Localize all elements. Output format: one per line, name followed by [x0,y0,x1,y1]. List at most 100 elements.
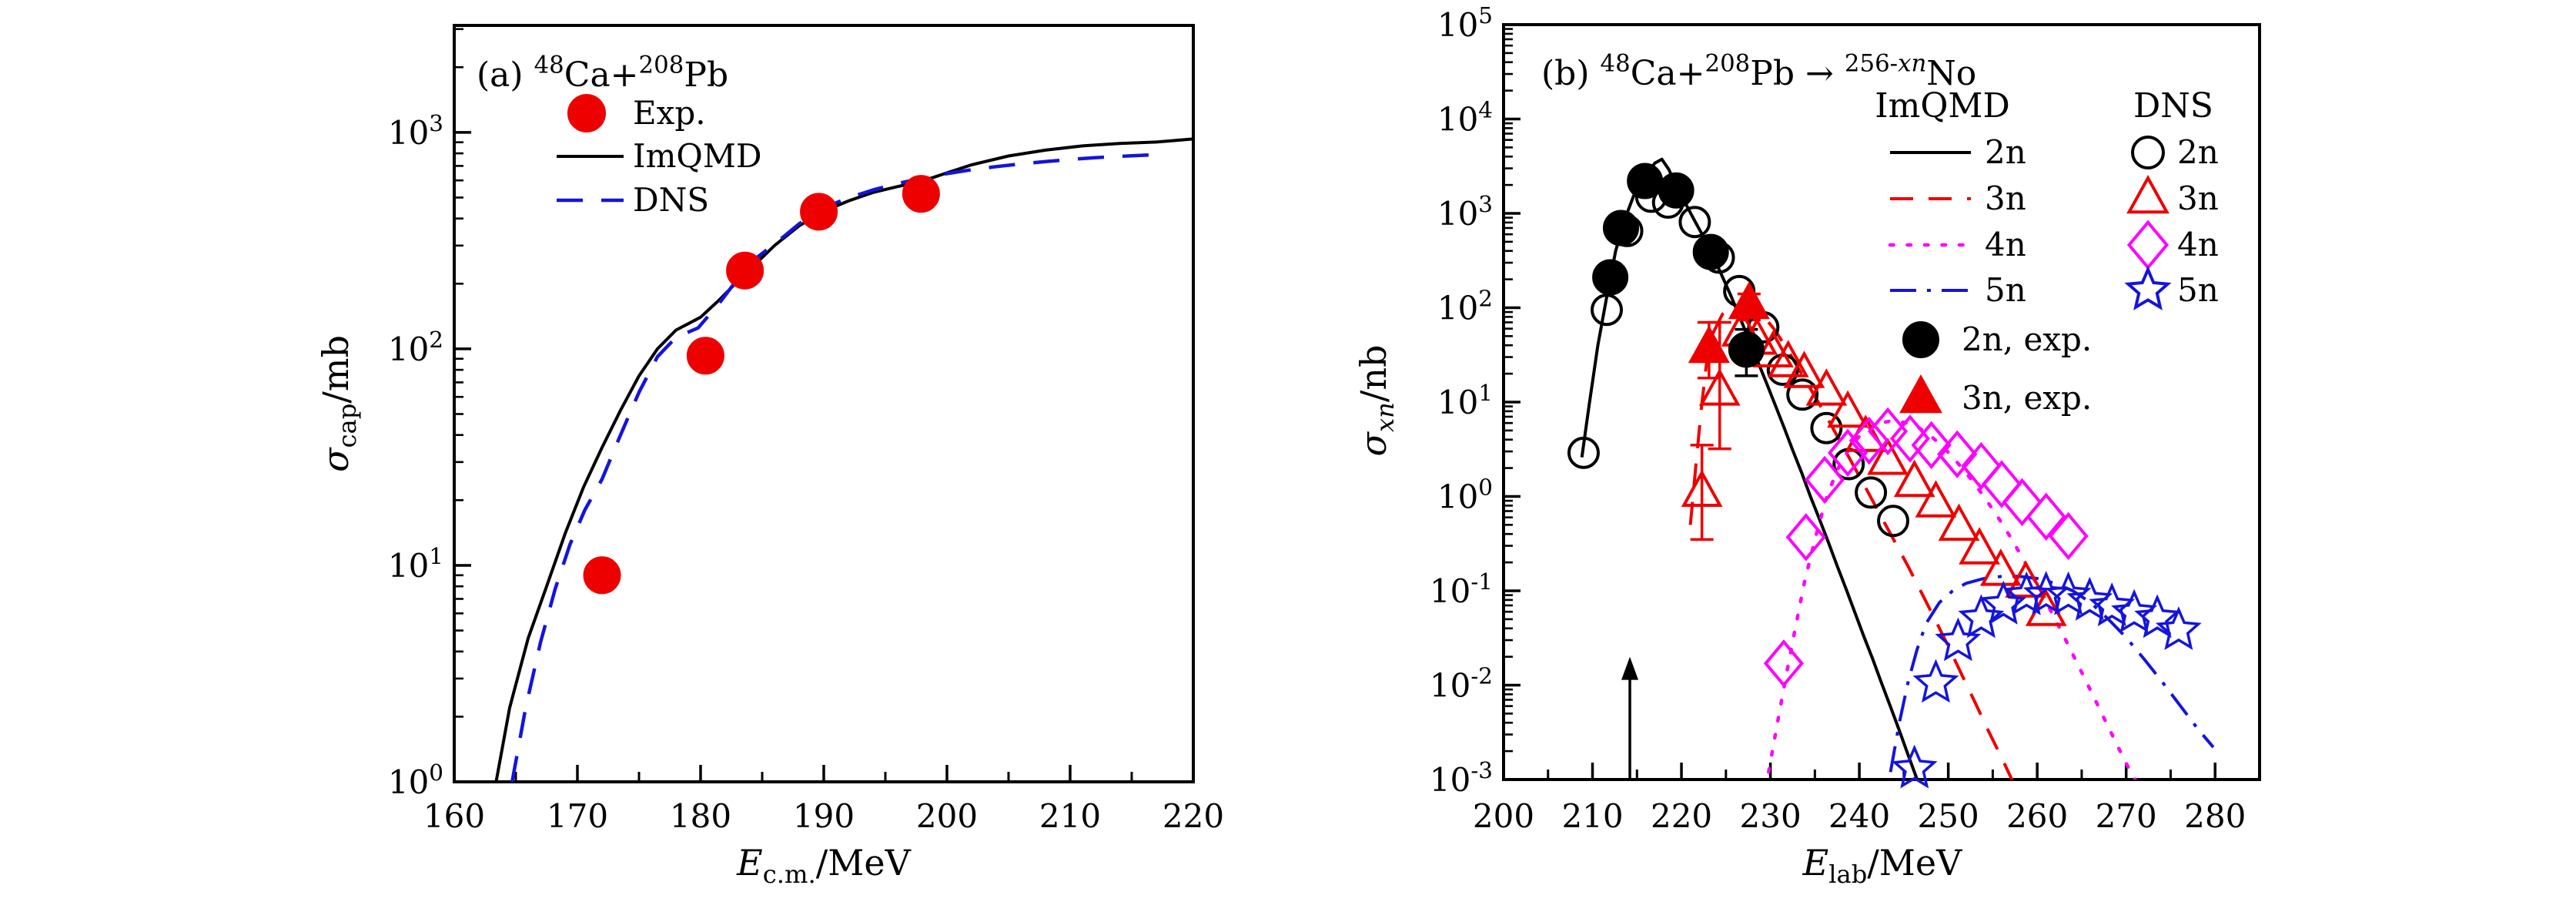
x-tick-label: 160 [423,797,485,835]
diamond-marker [2002,478,2042,527]
star-marker [2111,588,2158,633]
circle-marker [1591,293,1624,327]
circle-marker [1567,436,1600,469]
triangle-marker [1805,368,1848,406]
diamond-marker [1763,639,1805,688]
circle-marker [1810,411,1843,444]
panel-b-ylabel: σxn/nb [1353,345,1400,457]
star-marker [2155,606,2202,650]
star-marker [2066,576,2113,621]
diamond-marker [1848,416,1889,465]
panel-a-curves [494,137,1193,782]
tick-label: 104 [1437,97,1493,139]
star-marker [2124,265,2172,310]
triangle-marker [1893,459,1935,498]
diamond-marker [1827,428,1868,478]
panel-a-xlabel: Ec.m./MeV [736,842,911,889]
panel-a-legend-label: Exp. [633,94,706,132]
x-tick-label: 260 [2006,797,2068,835]
circle-marker [1592,259,1629,296]
panel-a-curve-dns [510,153,1159,782]
triangle-marker [1767,340,1809,377]
circle-marker [1855,476,1888,509]
panel-a-series-exp- [583,175,940,595]
tick-label: 101 [388,543,443,585]
circle-marker [2131,136,2165,169]
x-tick-label: 170 [547,797,608,835]
panel-b-legend-label: 2n, exp. [1962,320,2092,358]
tick-label: 10-3 [1430,757,1493,799]
x-tick-label: 250 [1918,797,1979,835]
star-marker [1912,659,1959,703]
panel-b-figure: 200 210 220 230 240 250 260 270 280 10-3 10-2 10-1 1… [1353,2,2261,889]
circle-marker [1902,321,1939,358]
panel-b-legend-label: 3n [1985,179,2026,217]
star-marker [2045,571,2092,615]
panel-b-curve-imqmd-4n [1767,419,2137,780]
panel-b-axes: 200 210 220 230 240 250 260 270 280 10-3 10-2 10-1 1… [1430,2,2261,835]
diamond-marker [1961,441,2002,491]
circle-marker [726,251,764,290]
triangle-marker [2126,174,2170,214]
tick-label: 102 [1437,286,1493,327]
panel-b-series-dns-5n [1891,571,2202,789]
circle-marker [1658,172,1694,209]
circle-marker [1877,505,1910,538]
panel-a-legend-label: DNS [633,181,709,219]
circle-marker [686,337,724,375]
circle-marker [1786,378,1819,411]
diamond-marker [2026,492,2066,542]
panel-b-legend-label: 5n [2177,271,2219,309]
x-tick-label: 210 [1561,797,1623,835]
tick-label: 10-2 [1430,663,1493,705]
star-marker [1891,744,1938,789]
diamond-marker [1937,430,1978,478]
diamond-marker [1804,455,1845,505]
tick-label: 100 [388,759,443,801]
x-tick-label: 190 [793,797,855,835]
tick-label: 103 [1437,191,1493,233]
panel-b-legend-label: 3n, exp. [1962,379,2092,417]
triangle-marker [2005,560,2046,598]
panel-b-title: (b) 48Ca+208Pb → 256-xnNo [1541,49,1976,93]
star-marker [2089,582,2136,627]
diamond-marker [1981,460,2022,508]
circle-marker [567,94,606,132]
panel-b-curve-imqmd-2n [1580,157,1919,780]
panel-a-legend: Exp. ImQMD DNS [557,94,762,219]
panel-a-axes: 160 170 180 190 200 210 220 100 101 102 103 [388,24,1224,835]
panel-b-legend-label: 3n [2177,179,2219,217]
panel-b-series-dns-4n [1763,407,2089,688]
triangle-marker [1915,480,1957,518]
panel-b-legend-header: DNS [2133,86,2213,126]
circle-marker [1627,163,1664,200]
tick-label: 100 [1437,474,1493,516]
x-tick-label: 240 [1828,797,1890,835]
tick-label: 101 [1437,380,1493,421]
circle-marker [1678,206,1711,239]
panel-b-curves [1580,157,2215,780]
x-tick-label: 200 [1473,797,1534,835]
circle-marker [1602,210,1639,246]
triangle-marker [1867,438,1909,475]
panel-a-legend-label: ImQMD [633,137,762,175]
diamond-marker [1867,407,1909,456]
panel-b-curve-imqmd-5n [1889,575,2215,773]
diamond-marker [1911,421,1952,470]
tick-label: 102 [388,327,443,368]
circle-marker [800,193,838,231]
panel-a-title: (a) 48Ca+208Pb [477,51,728,95]
triangle-marker [1827,390,1868,428]
panel-b-legend-label: 2n [2177,133,2219,171]
diamond-marker [1785,513,1826,562]
triangle-marker [1681,469,1723,507]
panel-b-series-3n-exp- [1688,281,1770,364]
diamond-marker [1889,414,1931,463]
panel-b-legend-label: 5n [1985,271,2026,309]
x-tick-label: 220 [1651,797,1712,835]
circle-marker [1692,233,1729,270]
triangle-marker [1698,368,1741,406]
diamond-marker [2048,511,2089,561]
triangle-marker [1979,548,2022,586]
